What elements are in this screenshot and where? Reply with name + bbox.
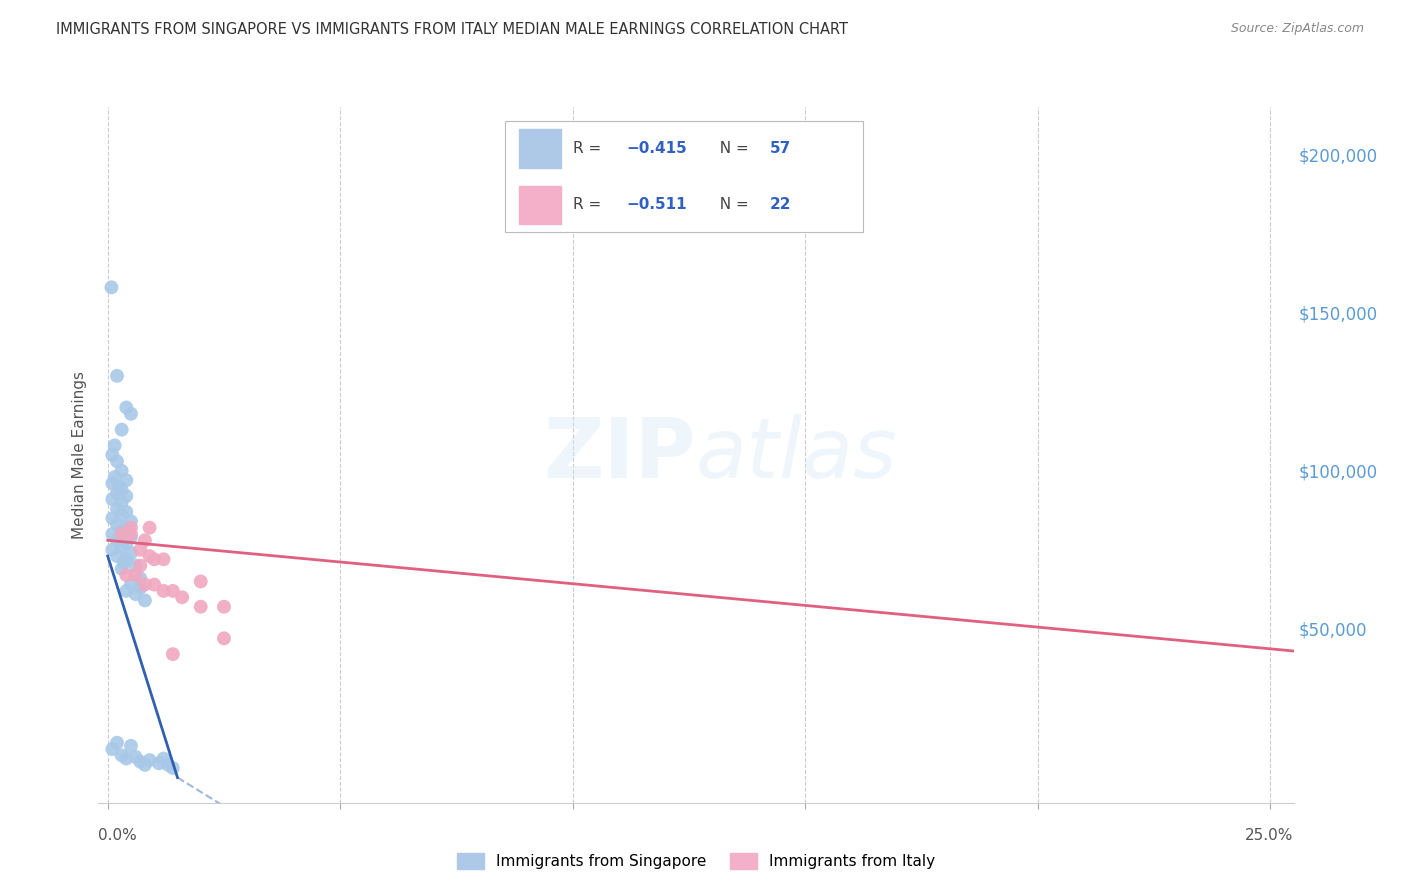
Point: [129, 571, 152, 585]
Bar: [505, 121, 863, 232]
Point: [111, 748, 134, 763]
Bar: [519, 129, 561, 168]
Point: [152, 583, 174, 598]
Point: [111, 540, 134, 554]
Bar: [519, 186, 561, 224]
Point: [111, 495, 134, 509]
Point: [134, 757, 156, 772]
Text: 25.0%: 25.0%: [1246, 828, 1294, 843]
Point: [105, 517, 128, 532]
Point: [212, 599, 235, 614]
Point: [134, 577, 156, 591]
Text: −0.511: −0.511: [627, 197, 688, 212]
Point: [105, 549, 128, 563]
Point: [120, 407, 142, 421]
Point: [101, 448, 124, 462]
Point: [162, 647, 184, 661]
Point: [100, 280, 122, 294]
Text: 22: 22: [770, 197, 792, 212]
Point: [104, 438, 127, 452]
Text: N =: N =: [710, 141, 754, 156]
Text: 57: 57: [770, 141, 792, 156]
Point: [148, 756, 170, 771]
Point: [104, 470, 127, 484]
Text: N =: N =: [710, 197, 754, 212]
Point: [120, 530, 142, 544]
Point: [115, 536, 138, 550]
Point: [111, 508, 134, 522]
Point: [115, 505, 138, 519]
Point: [120, 739, 142, 753]
Point: [129, 581, 152, 595]
Point: [157, 757, 180, 772]
Point: [120, 514, 142, 528]
Point: [101, 527, 124, 541]
Point: [120, 527, 142, 541]
Point: [115, 521, 138, 535]
Point: [138, 549, 160, 563]
Point: [101, 542, 124, 557]
Point: [115, 552, 138, 566]
Point: [134, 533, 156, 548]
Point: [105, 533, 128, 548]
Point: [105, 501, 128, 516]
Text: ZIP: ZIP: [544, 415, 696, 495]
Point: [143, 552, 166, 566]
Text: −0.415: −0.415: [627, 141, 688, 156]
Y-axis label: Median Male Earnings: Median Male Earnings: [72, 371, 87, 539]
Point: [138, 753, 160, 767]
Point: [115, 751, 138, 765]
Point: [105, 368, 128, 383]
Text: 0.0%: 0.0%: [98, 828, 138, 843]
Point: [172, 591, 194, 605]
Text: atlas: atlas: [696, 415, 897, 495]
Point: [111, 524, 134, 538]
Point: [120, 577, 142, 591]
Text: R =: R =: [572, 197, 606, 212]
Point: [101, 511, 124, 525]
Point: [162, 583, 184, 598]
Point: [152, 751, 174, 765]
Point: [124, 558, 146, 573]
Point: [120, 546, 142, 560]
Text: R =: R =: [572, 141, 606, 156]
Point: [124, 568, 146, 582]
Point: [108, 479, 131, 493]
Point: [101, 492, 124, 507]
Point: [111, 562, 134, 576]
Legend: Immigrants from Singapore, Immigrants from Italy: Immigrants from Singapore, Immigrants fr…: [450, 847, 942, 875]
Point: [129, 755, 152, 769]
Point: [162, 761, 184, 775]
Point: [134, 593, 156, 607]
Point: [101, 742, 124, 756]
Point: [111, 423, 134, 437]
Point: [105, 736, 128, 750]
Point: [143, 577, 166, 591]
Point: [212, 632, 235, 646]
Point: [115, 568, 138, 582]
Point: [101, 476, 124, 491]
Point: [115, 583, 138, 598]
Point: [115, 401, 138, 415]
Point: [111, 464, 134, 478]
Point: [115, 473, 138, 487]
Point: [111, 527, 134, 541]
Text: Source: ZipAtlas.com: Source: ZipAtlas.com: [1230, 22, 1364, 36]
Point: [190, 574, 212, 589]
Point: [105, 486, 128, 500]
Text: IMMIGRANTS FROM SINGAPORE VS IMMIGRANTS FROM ITALY MEDIAN MALE EARNINGS CORRELAT: IMMIGRANTS FROM SINGAPORE VS IMMIGRANTS …: [56, 22, 848, 37]
Point: [105, 454, 128, 468]
Point: [111, 483, 134, 497]
Point: [129, 558, 152, 573]
Point: [115, 489, 138, 503]
Point: [124, 587, 146, 601]
Point: [112, 556, 135, 570]
Point: [152, 552, 174, 566]
Point: [129, 542, 152, 557]
Point: [190, 599, 212, 614]
Point: [120, 521, 142, 535]
Point: [138, 521, 160, 535]
Point: [124, 750, 146, 764]
